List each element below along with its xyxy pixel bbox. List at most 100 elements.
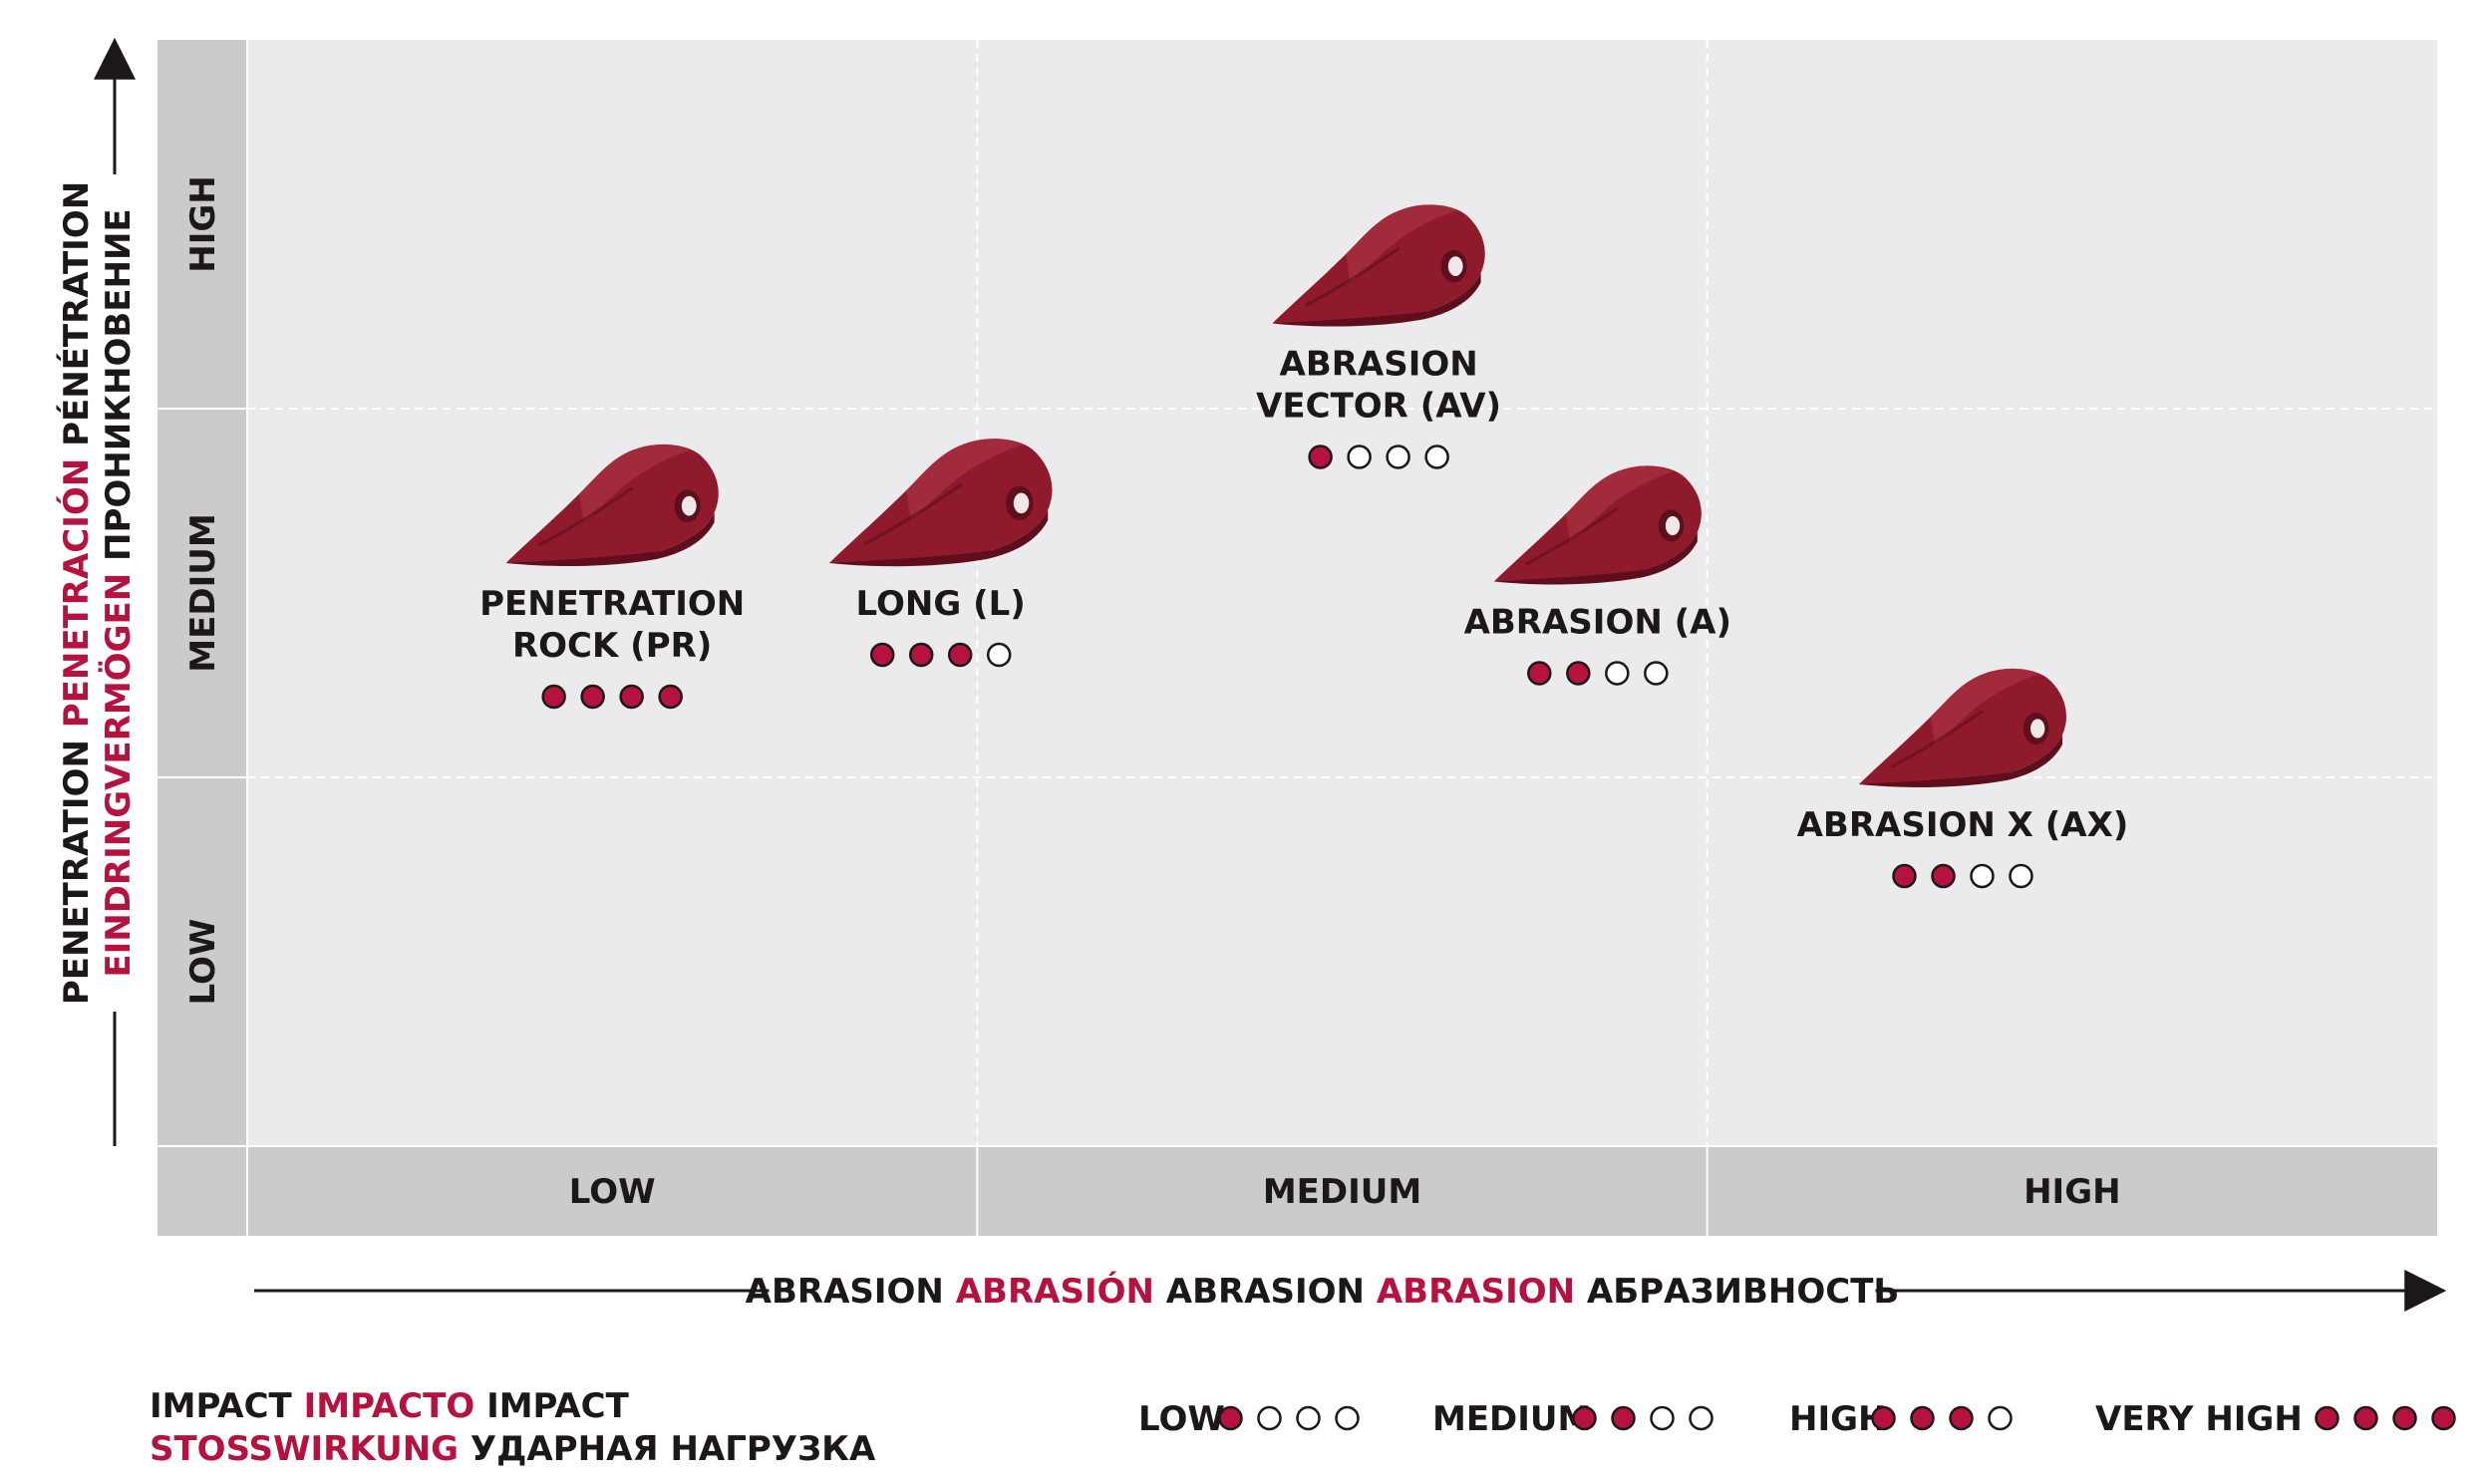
x-axis-title: ABRASION ABRASIÓN ABRASION ABRASION АБРА… <box>746 1271 1900 1312</box>
tooth-pin-hole-inner <box>2029 719 2045 739</box>
x-axis-title-part: ABRASION <box>746 1272 944 1312</box>
x-tick-label-high: HIGH <box>2024 1172 2120 1212</box>
legend-title-part: IMPACT <box>150 1386 293 1426</box>
tooth-ridge <box>537 486 634 547</box>
impact-dot-empty <box>1296 1405 1321 1431</box>
point-label-ax: ABRASION X (AX) <box>1797 805 2129 845</box>
y-axis-title-part: ПРОНИКНОВЕНИЕ <box>99 208 139 572</box>
point-label-pr: PENETRATION <box>479 584 745 624</box>
tooth-image-pr <box>505 444 719 567</box>
impact-dot-filled <box>658 684 683 710</box>
impact-dot-empty <box>1347 445 1372 469</box>
y-axis-band <box>157 40 247 1146</box>
y-axis-title-line-2: EINDRINGVERMÖGEN ПРОНИКНОВЕНИЕ <box>98 208 139 977</box>
data-point-long: LONG (L) <box>828 439 1053 668</box>
y-axis-title-part: PENETRACIÓN <box>56 458 97 740</box>
data-point-ax: ABRASION X (AX) <box>1797 668 2129 889</box>
tooth-pin-hole-inner <box>681 495 697 516</box>
impact-dot-filled <box>1527 661 1552 686</box>
impact-dot-filled <box>2315 1405 2339 1431</box>
point-impact-dots-a <box>1527 661 1669 686</box>
impact-dot-empty <box>1386 445 1410 469</box>
impact-dot-empty <box>1689 1405 1713 1431</box>
point-label-pr: ROCK (PR) <box>512 626 712 666</box>
y-tick-label-low: LOW <box>183 919 223 1006</box>
legend-label-high: HIGH <box>1789 1399 1886 1439</box>
point-impact-dots-long <box>869 642 1012 668</box>
impact-dot-filled <box>947 642 973 668</box>
legend-title-part: IMPACT <box>474 1386 629 1426</box>
x-tick-label-low: LOW <box>569 1172 656 1212</box>
tooth-image-av <box>1272 204 1485 327</box>
x-axis-title-part: АБРАЗИВНОСТЬ <box>1575 1272 1899 1312</box>
impact-dot-empty <box>1257 1405 1282 1431</box>
y-tick-label-medium: MEDIUM <box>183 513 223 672</box>
impact-dot-filled <box>1611 1405 1636 1431</box>
data-point-a: ABRASION (A) <box>1464 465 1731 686</box>
impact-dot-filled <box>1949 1405 1974 1431</box>
legend-title-part: IMPACTO <box>292 1386 474 1426</box>
tooth-image-long <box>828 439 1053 567</box>
impact-dot-empty <box>2009 863 2033 889</box>
impact-dot-filled <box>908 642 934 668</box>
x-tick-label-medium: MEDIUM <box>1263 1172 1421 1212</box>
impact-dot-filled <box>2431 1405 2456 1431</box>
impact-dot-filled <box>1931 863 1956 889</box>
tooth-shadow <box>1272 272 1481 327</box>
point-label-long: LONG (L) <box>856 584 1026 624</box>
impact-dot-filled <box>2353 1405 2378 1431</box>
point-impact-dots-pr <box>541 684 683 710</box>
point-label-a: ABRASION (A) <box>1464 603 1731 643</box>
legend-dots-very-high <box>2315 1405 2456 1431</box>
y-axis-title-part: PENETRATION <box>57 740 97 1005</box>
tooth-shadow <box>1858 735 2062 787</box>
x-axis-band <box>157 1146 2437 1236</box>
tooth-ridge <box>1525 506 1619 566</box>
legend-dots-medium <box>1572 1405 1713 1431</box>
impact-dot-filled <box>1308 445 1333 469</box>
impact-dot-empty <box>1335 1405 1360 1431</box>
tooth-pin-hole-inner <box>1665 515 1681 536</box>
y-tick-label-high: HIGH <box>183 175 223 272</box>
tooth-ridge <box>862 482 964 546</box>
impact-dot-empty <box>1644 661 1669 686</box>
tooth-pin-hole-inner <box>1013 492 1030 514</box>
impact-dot-empty <box>1424 445 1449 469</box>
impact-dot-empty <box>1605 661 1630 686</box>
impact-dot-filled <box>580 684 605 710</box>
legend-dots-low <box>1218 1405 1360 1431</box>
impact-dot-filled <box>1892 863 1917 889</box>
tooth-image-a <box>1493 465 1702 585</box>
legend-label-very-high: VERY HIGH <box>2095 1399 2303 1439</box>
legend-label-low: LOW <box>1138 1399 1225 1439</box>
y-axis-title-part: PÉNÉTRATION <box>56 181 97 458</box>
tooth-ridge <box>1304 246 1401 307</box>
legend-dots-high <box>1871 1405 2013 1431</box>
impact-dot-empty <box>1988 1405 2013 1431</box>
tooth-ridge <box>1890 710 1984 768</box>
impact-dot-filled <box>541 684 566 710</box>
tooth-shadow <box>1493 531 1698 585</box>
impact-dot-empty <box>986 642 1012 668</box>
legend-title-part: УДАРНАЯ НАГРУЗКА <box>459 1429 876 1469</box>
tooth-image-ax <box>1858 668 2066 787</box>
x-axis-title-part: ABRASIÓN <box>944 1271 1154 1312</box>
point-label-av: ABRASION <box>1280 345 1478 385</box>
plot-area <box>247 40 2437 1146</box>
x-axis-title-part: ABRASION <box>1154 1272 1365 1312</box>
legend-title-line-2: STOSSWIRKUNG УДАРНАЯ НАГРУЗКА <box>150 1429 876 1469</box>
impact-dot-filled <box>1218 1405 1243 1431</box>
point-impact-dots-ax <box>1892 863 2033 889</box>
impact-dot-filled <box>869 642 895 668</box>
y-axis-title-line-1: PENETRATION PENETRACIÓN PÉNÉTRATION <box>56 181 97 1005</box>
impact-dot-filled <box>1566 661 1591 686</box>
point-label-av: VECTOR (AV) <box>1256 387 1501 427</box>
y-axis-title-part: EINDRINGVERMÖGEN <box>98 573 139 978</box>
impact-dot-empty <box>1970 863 1995 889</box>
legend-title-line-1: IMPACT IMPACTO IMPACT <box>150 1386 630 1426</box>
impact-dot-empty <box>1650 1405 1675 1431</box>
impact-dot-filled <box>1871 1405 1896 1431</box>
